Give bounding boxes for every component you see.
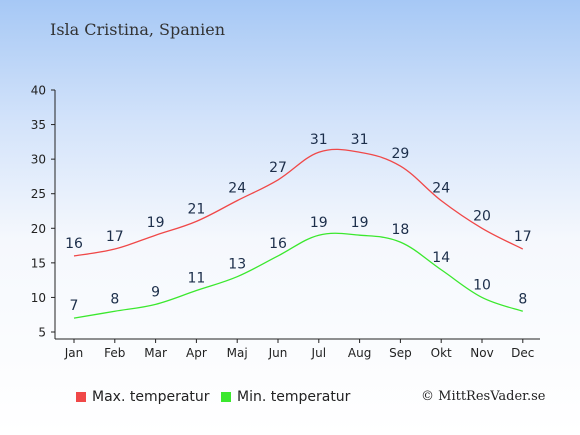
min-data-label: 19: [351, 215, 369, 231]
max-data-label: 24: [432, 181, 450, 197]
chart-title: Isla Cristina, Spanien: [50, 20, 225, 39]
x-tick-label: Apr: [186, 346, 207, 360]
y-tick-label: 15: [31, 256, 46, 270]
series-layer: [73, 148, 524, 319]
min-data-label: 13: [228, 257, 246, 273]
x-tick-label: Feb: [104, 346, 125, 360]
legend-max-swatch: [76, 392, 86, 402]
x-tick-label: Jun: [268, 346, 288, 360]
legend-max-label: Max. temperatur: [92, 389, 210, 405]
x-tick-label: Maj: [227, 346, 248, 360]
max-data-label: 31: [310, 132, 328, 148]
max-data-label: 31: [351, 132, 369, 148]
min-data-label: 7: [70, 298, 79, 314]
legend-min: Min. temperatur: [221, 389, 350, 405]
min-data-label: 8: [518, 291, 527, 307]
min-data-label: 9: [151, 284, 160, 300]
x-tick-label: Dec: [511, 346, 534, 360]
max-data-label: 21: [187, 201, 205, 217]
max-data-label: 24: [228, 181, 246, 197]
series-max-line: [73, 148, 524, 257]
max-data-label: 19: [147, 215, 165, 231]
min-data-label: 16: [269, 236, 287, 252]
legend-min-swatch: [221, 392, 231, 402]
y-tick-label: 5: [38, 326, 46, 340]
x-tick-label: Jul: [311, 346, 326, 360]
legend-max: Max. temperatur: [76, 389, 210, 405]
max-data-label: 27: [269, 160, 287, 176]
copyright-text: © MittResVader.se: [421, 389, 546, 404]
min-data-label: 19: [310, 215, 328, 231]
max-data-label: 20: [473, 208, 491, 224]
x-tick-label: Jan: [64, 346, 84, 360]
x-tick-label: Aug: [348, 346, 371, 360]
max-data-label: 16: [65, 236, 83, 252]
series-min-line: [73, 232, 524, 319]
x-tick-label: Sep: [389, 346, 412, 360]
x-tick-label: Nov: [470, 346, 493, 360]
min-data-label: 14: [432, 250, 450, 266]
y-tick-label: 25: [31, 187, 46, 201]
data-labels: 16 17 19 21 24 27 31 31 29 24 20 17 7 8 9 11 13 16 19 19 18 1…: [65, 132, 532, 314]
x-tick-label: Mar: [144, 346, 167, 360]
min-data-label: 18: [391, 222, 409, 238]
y-tick-label: 30: [31, 153, 46, 167]
axes: 5 10 15 20 25 30 35 40 Jan Feb Mar Apr Maj Jun Jul Aug S…: [31, 84, 540, 360]
max-data-label: 17: [106, 229, 124, 245]
max-data-label: 17: [514, 229, 532, 245]
max-data-label: 29: [391, 146, 409, 162]
y-tick-label: 40: [31, 84, 46, 98]
min-data-label: 10: [473, 277, 491, 293]
y-tick-label: 35: [31, 118, 46, 132]
y-tick-label: 10: [31, 291, 46, 305]
y-tick-label: 20: [31, 222, 46, 236]
min-data-label: 11: [187, 271, 205, 287]
x-tick-label: Okt: [431, 346, 452, 360]
legend-min-label: Min. temperatur: [237, 389, 351, 405]
min-data-label: 8: [110, 291, 119, 307]
